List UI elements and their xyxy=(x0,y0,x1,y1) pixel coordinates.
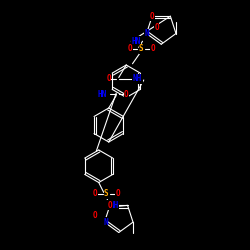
Text: O: O xyxy=(106,74,111,83)
Text: O: O xyxy=(150,12,154,21)
Text: O: O xyxy=(93,189,97,198)
Text: N: N xyxy=(144,29,149,38)
Text: S: S xyxy=(139,44,143,53)
Text: O: O xyxy=(92,212,97,220)
Text: HN: HN xyxy=(98,90,107,99)
Text: O: O xyxy=(150,44,155,53)
Text: HN: HN xyxy=(132,37,141,46)
Text: N: N xyxy=(102,218,107,227)
Text: O: O xyxy=(115,189,120,198)
Text: O: O xyxy=(108,201,112,210)
Text: N: N xyxy=(104,218,108,227)
Text: S: S xyxy=(104,189,108,198)
Text: NH: NH xyxy=(133,74,142,83)
Text: O: O xyxy=(128,44,132,53)
Text: O: O xyxy=(124,90,128,99)
Text: NH: NH xyxy=(109,200,118,209)
Text: O: O xyxy=(154,23,159,32)
